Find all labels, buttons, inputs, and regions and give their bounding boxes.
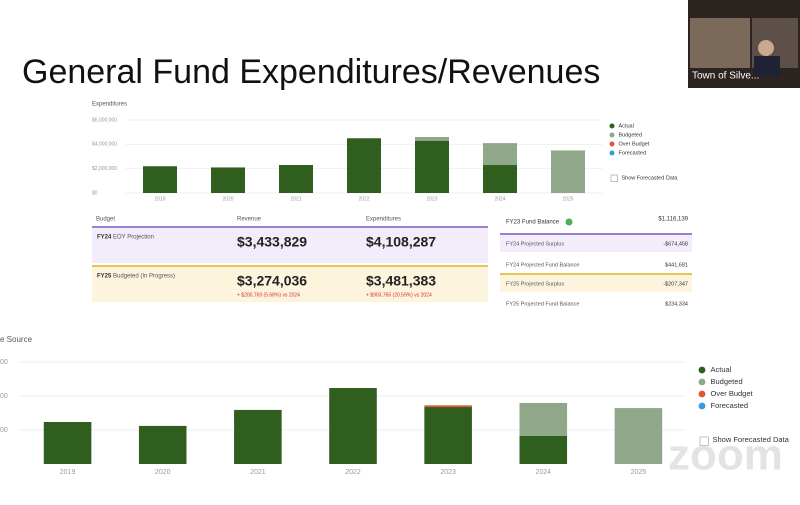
expenditures: $4,108,287: [366, 234, 436, 250]
legend-marker: [698, 378, 706, 386]
legend-label: Forecasted: [619, 150, 647, 156]
fund-row-value: -$674,458: [663, 241, 688, 247]
bar-segment: [143, 166, 177, 193]
toggle-label[interactable]: Show Forecasted Data: [713, 435, 790, 444]
revenue: $3,433,829: [237, 234, 307, 250]
fund-row-label: FY24 Projected Fund Balance: [506, 262, 579, 268]
y-tick-label: 00: [0, 359, 8, 366]
x-tick-label: 2023: [426, 196, 437, 202]
y-tick-label: 00: [0, 427, 8, 434]
x-tick-label: 2024: [535, 469, 551, 476]
revenue-change: + $200,769 (5.68%) vs 2024: [237, 292, 300, 298]
fy24-row-bg: [92, 227, 488, 263]
row-label: FY24: [97, 235, 112, 241]
bar-segment: [279, 165, 313, 193]
row-sublabel: EOY Projection: [113, 235, 154, 241]
legend-label: Actual: [711, 365, 732, 374]
fy25-row-bg: [92, 266, 488, 302]
bar-segment: [614, 408, 663, 464]
toggle-checkbox[interactable]: [610, 174, 618, 182]
y-tick-label: 00: [0, 393, 8, 400]
chart-title: Expenditures: [92, 102, 127, 108]
participant-name: Town of Silve...: [692, 71, 759, 82]
bar-segment: [415, 140, 449, 193]
x-tick-label: 2021: [250, 469, 266, 476]
bar-segment: [415, 137, 449, 141]
x-tick-label: 2020: [222, 196, 233, 202]
bar-segment: [347, 138, 381, 193]
fund-row-value: -$207,347: [663, 281, 688, 287]
header: Revenue: [237, 217, 262, 223]
toggle-label[interactable]: Show Forecasted Data: [622, 175, 679, 181]
fund-row-label: FY25 Projected Surplus: [506, 281, 564, 287]
legend-label: Budgeted: [619, 132, 643, 138]
legend-marker: [609, 132, 615, 138]
info-icon[interactable]: [565, 218, 573, 226]
bar-segment: [551, 150, 585, 193]
bar-segment: [234, 409, 282, 464]
fund-row-value: $441,681: [665, 262, 688, 268]
fund-row-bg: [500, 274, 692, 292]
row-sublabel: Budgeted (In Progress): [113, 274, 175, 280]
legend-marker: [609, 123, 615, 129]
slide-title: General Fund Expenditures/Revenues: [22, 53, 600, 91]
fund-row-value: $234,334: [665, 301, 688, 307]
x-tick-label: 2023: [440, 469, 456, 476]
legend-label: Actual: [619, 123, 634, 129]
x-tick-label: 2019: [154, 196, 165, 202]
bar-segment: [138, 425, 187, 464]
bar-segment: [424, 405, 472, 408]
legend-label: Over Budget: [619, 141, 650, 147]
bar-segment: [329, 388, 377, 464]
zoom-watermark: zoom: [668, 431, 783, 480]
bar-segment: [424, 407, 472, 464]
x-tick-label: 2024: [494, 196, 505, 202]
y-tick-label: $0: [92, 190, 98, 196]
bar-segment: [519, 402, 568, 436]
fund-row-label: FY25 Projected Fund Balance: [506, 301, 579, 307]
bar-segment: [483, 143, 517, 166]
legend-marker: [698, 366, 706, 374]
expenditures: $3,481,383: [366, 273, 436, 289]
video-person: [758, 40, 774, 56]
x-tick-label: 2025: [562, 196, 573, 202]
y-tick-label: $6,000,000: [92, 117, 117, 123]
toggle-checkbox[interactable]: [699, 436, 709, 446]
bar-segment: [519, 435, 568, 464]
fund-title: FY23 Fund Balance: [506, 220, 560, 226]
chart-title: e Source: [0, 335, 33, 344]
fund-row-bg: [500, 234, 692, 252]
legend-marker: [609, 150, 615, 156]
revenue: $3,274,036: [237, 273, 307, 289]
legend-label: Budgeted: [711, 377, 743, 386]
fund-value: $1,116,139: [658, 217, 688, 223]
header: Expenditures: [366, 217, 401, 223]
legend-marker: [609, 141, 615, 147]
x-tick-label: 2019: [60, 469, 76, 476]
row-label: FY25: [97, 274, 112, 280]
y-tick-label: $2,000,000: [92, 166, 117, 172]
y-tick-label: $4,000,000: [92, 142, 117, 148]
expenditures-change: + $903,765 (20.59%) vs 2024: [366, 292, 432, 298]
video-wall: [690, 18, 750, 68]
video-person: [754, 56, 780, 76]
x-tick-label: 2022: [345, 469, 361, 476]
legend-label: Forecasted: [711, 401, 749, 410]
fund-row-label: FY24 Projected Surplus: [506, 241, 564, 247]
bar-segment: [43, 422, 92, 464]
header: Budget: [96, 217, 115, 223]
bar-segment: [483, 165, 517, 193]
x-tick-label: 2022: [358, 196, 369, 202]
bar-segment: [211, 167, 245, 193]
x-tick-label: 2021: [290, 196, 301, 202]
x-tick-label: 2025: [631, 469, 647, 476]
x-tick-label: 2020: [155, 469, 171, 476]
legend-label: Over Budget: [711, 389, 754, 398]
legend-marker: [698, 390, 706, 398]
legend-marker: [698, 402, 706, 410]
